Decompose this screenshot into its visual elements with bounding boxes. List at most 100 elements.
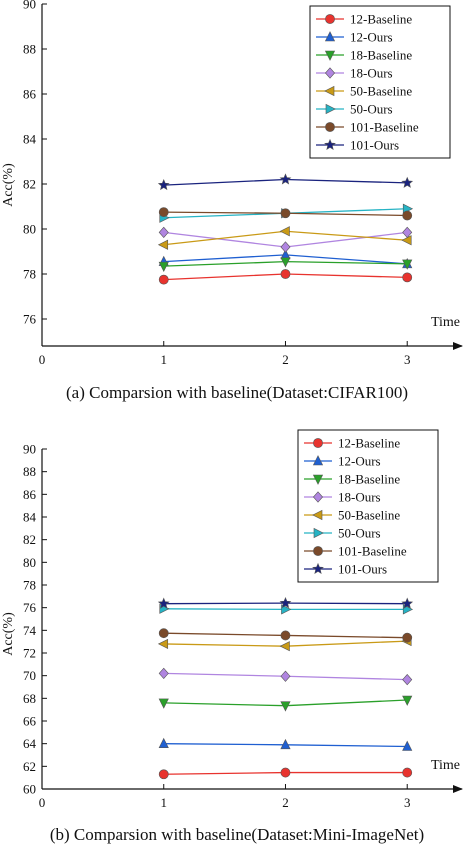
legend-cifar100: 12-Baseline 12-Ours 18-Baseline 18-Ours 50-B… (309, 5, 451, 159)
data-point-marker (402, 767, 413, 778)
data-point-marker (280, 241, 291, 253)
legend-item: 18-Ours (304, 490, 381, 505)
series-18-baseline (158, 257, 413, 272)
legend-item: 101-Ours (316, 138, 399, 153)
legend-label: 18-Ours (338, 490, 381, 505)
legend-item: 50-Baseline (316, 84, 412, 99)
y-axis-label: Acc(%) (1, 163, 16, 207)
data-point-marker (279, 173, 292, 185)
data-point-marker (157, 178, 170, 191)
legend-label: 12-Baseline (350, 12, 412, 27)
legend-swatch-marker (312, 562, 324, 575)
legend-label: 12-Ours (338, 454, 381, 469)
legend-swatch-marker (324, 67, 336, 79)
x-tick-label: 3 (404, 795, 411, 810)
legend-swatch-marker (325, 14, 335, 24)
x-tick-label: 0 (39, 352, 46, 367)
legend-label: 12-Baseline (338, 436, 400, 451)
legend-item: 101-Baseline (316, 120, 419, 135)
y-tick-label: 90 (23, 0, 36, 12)
data-point-marker (158, 628, 169, 639)
data-point-marker (158, 207, 169, 218)
data-point-marker (402, 210, 413, 221)
y-tick-label: 84 (23, 510, 37, 525)
legend-swatch-marker (324, 50, 336, 61)
legend-swatch-marker (313, 438, 323, 448)
y-tick-label: 76 (23, 312, 37, 327)
x-axis-label: Time (431, 758, 460, 773)
legend-label: 18-Baseline (350, 48, 412, 63)
data-point-marker (158, 737, 169, 748)
legend-swatch-marker (313, 527, 324, 539)
data-point-marker (401, 597, 414, 609)
y-tick-label: 64 (23, 736, 37, 751)
y-tick-label: 80 (23, 222, 36, 237)
legend-swatch-marker (312, 455, 324, 466)
data-point-marker (279, 641, 290, 652)
legend-item: 18-Baseline (316, 48, 412, 63)
data-point-marker (158, 667, 169, 680)
legend-item: 18-Ours (316, 66, 393, 81)
y-tick-label: 60 (23, 782, 36, 797)
legend-item: 18-Baseline (304, 472, 400, 487)
data-point-marker (279, 596, 292, 609)
data-point-marker (402, 272, 413, 283)
legend-item: 12-Ours (304, 454, 381, 469)
y-tick-label: 88 (23, 42, 36, 57)
series-101-baseline (158, 207, 413, 221)
legend-item: 12-Baseline (316, 12, 412, 27)
series-12-baseline (158, 767, 413, 780)
data-point-marker (158, 769, 169, 780)
y-tick-label: 88 (23, 464, 36, 479)
x-tick-label: 3 (404, 352, 411, 367)
chart-caption-mini-imagenet: (b) Comparsion with baseline(Dataset:Min… (50, 825, 424, 844)
y-tick-label: 74 (23, 623, 37, 638)
data-point-marker (157, 597, 170, 609)
y-tick-label: 86 (23, 487, 37, 502)
legend-label: 18-Ours (350, 66, 393, 81)
legend-item: 101-Ours (304, 562, 387, 577)
series-12-ours (158, 737, 413, 751)
data-point-marker (281, 604, 292, 615)
legend-label: 50-Baseline (350, 84, 412, 99)
y-tick-label: 76 (23, 600, 37, 615)
y-tick-label: 90 (23, 442, 36, 457)
legend-label: 50-Ours (338, 526, 381, 541)
series-50-baseline (157, 226, 412, 250)
legend-label: 101-Baseline (338, 544, 407, 559)
data-point-marker (279, 226, 290, 237)
legend-swatch-marker (325, 103, 336, 115)
y-tick-label: 70 (23, 668, 36, 683)
data-point-marker (158, 698, 169, 709)
series-101-ours (157, 173, 414, 191)
x-tick-label: 2 (282, 352, 289, 367)
legend-swatch-marker (325, 122, 335, 132)
legend-swatch-marker (324, 85, 335, 97)
legend-item: 50-Ours (316, 102, 393, 117)
x-tick-label: 0 (39, 795, 46, 810)
data-point-marker (280, 257, 291, 268)
data-point-marker (402, 695, 413, 706)
x-tick-label: 1 (160, 352, 167, 367)
y-tick-label: 86 (23, 87, 37, 102)
data-point-marker (157, 239, 169, 250)
y-tick-label: 68 (23, 691, 36, 706)
series-101-baseline (158, 628, 413, 643)
legend-label: 18-Baseline (338, 472, 400, 487)
y-tick-label: 80 (23, 555, 36, 570)
legend-swatch-marker (313, 546, 323, 556)
legend-box (309, 5, 451, 159)
x-tick-label: 2 (282, 795, 289, 810)
chart-mini-imagenet: 60 62 64 66 68 70 72 74 76 78 80 82 84 86 88 90 0 1 2 3 Acc(… (1, 429, 463, 810)
series-12-baseline (158, 269, 413, 285)
data-point-marker (280, 767, 291, 778)
y-tick-label: 78 (23, 267, 36, 282)
data-point-marker (280, 269, 291, 279)
y-tick-label: 82 (23, 532, 36, 547)
y-tick-label: 84 (23, 132, 37, 147)
legend-mini-imagenet: 12-Baseline 12-Ours 18-Baseline 18-Ours 50-B… (297, 429, 439, 583)
data-point-marker (280, 738, 291, 750)
data-point-marker (402, 673, 413, 686)
legend-item: 12-Ours (316, 30, 393, 45)
